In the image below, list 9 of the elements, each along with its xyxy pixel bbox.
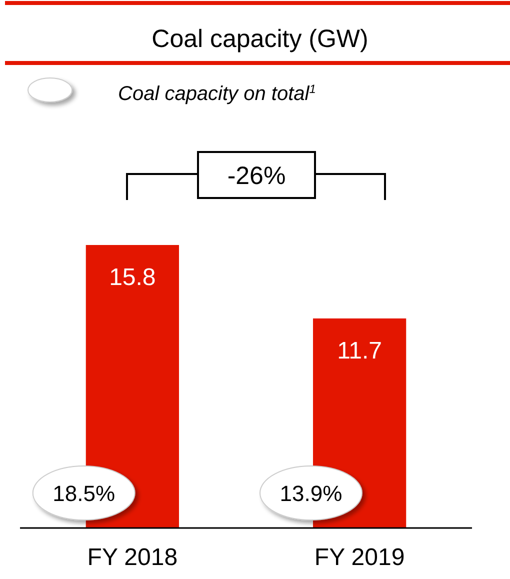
- x-tick-label: FY 2019: [314, 544, 405, 571]
- chart-title: Coal capacity (GW): [152, 25, 368, 53]
- data-label: 15.8: [109, 264, 156, 291]
- text: Coal capacity on total$^{1}$: [118, 82, 316, 105]
- annotation: 18.5%: [52, 481, 116, 506]
- x-tick-label: FY 2018: [87, 544, 178, 571]
- data-label: 11.7: [337, 337, 382, 364]
- text: -26%: [227, 162, 286, 190]
- annotation: 13.9%: [280, 481, 342, 506]
